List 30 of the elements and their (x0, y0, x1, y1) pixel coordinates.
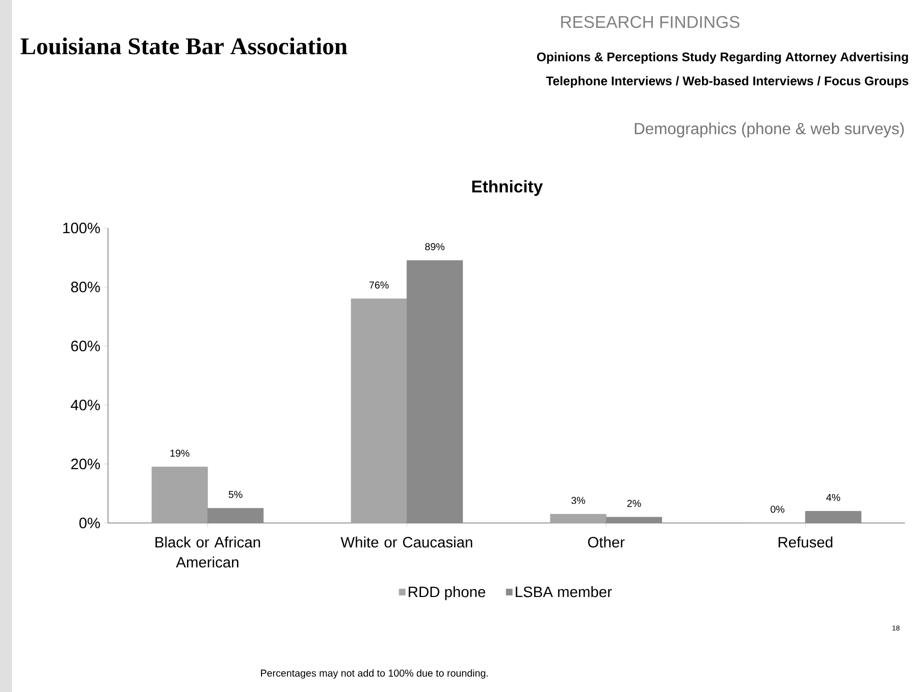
y-tick-label: 20% (71, 458, 100, 470)
legend-label: RDD phone (408, 586, 486, 600)
text: Percentages may not add to 100% due to rounding. (261, 669, 488, 679)
bar (152, 466, 208, 524)
data-label: 5% (228, 490, 242, 498)
data-label: 19% (170, 450, 190, 457)
data-label: 89% (425, 243, 444, 250)
data-label: 76% (369, 282, 389, 289)
x-tick-label: Other (588, 536, 625, 548)
data-label: 0% (770, 506, 784, 513)
text: RESEARCH FINDINGS (561, 16, 740, 28)
x-tick-label: Black or African American (156, 536, 260, 568)
y-tick-label: 60% (71, 340, 100, 352)
bar (550, 514, 606, 524)
y-tick-label: 0% (79, 518, 100, 528)
text: Louisiana State Bar Association (20, 38, 348, 54)
data-label: 2% (627, 500, 641, 507)
text: Opinions & Perceptions Study Regarding Attorney Advertising (537, 52, 908, 64)
bar (350, 298, 408, 524)
data-label: 3% (571, 496, 586, 504)
y-tick-label: 100% (63, 222, 100, 234)
x-tick-label: Refused (778, 536, 832, 548)
chart-subtitle: Demographics (phone & web surveys) (634, 122, 904, 138)
y-tick-label: 80% (71, 282, 100, 292)
chart-title: Ethnicity (472, 180, 543, 196)
text: Telephone Interviews / Web-based Interviews / Focus Groups (546, 76, 908, 88)
x-tick-label: White or Caucasian (340, 536, 472, 548)
y-tick-label: 40% (70, 400, 100, 410)
data-label: 4% (826, 494, 840, 501)
legend-label: LSBA member (516, 586, 612, 598)
